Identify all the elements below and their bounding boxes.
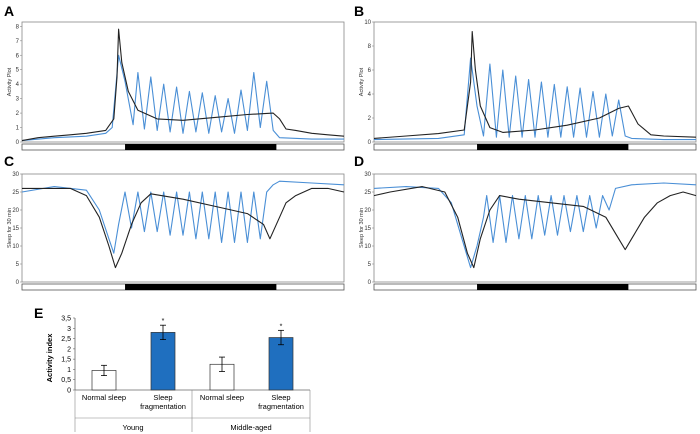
panel-e-category-label: fragmentation	[258, 402, 304, 411]
panel-e-category-label: Normal sleep	[82, 393, 126, 402]
panel-e-category-label: Normal sleep	[200, 393, 244, 402]
panel-a-ytick-label: 8	[16, 24, 20, 30]
panel-d-yticks: 0 5 10 15 20 25 30	[364, 172, 374, 286]
panel-label-e: E	[34, 305, 43, 321]
panel-a-frame	[21, 21, 345, 143]
panel-b-series-blue	[373, 57, 696, 141]
panel-d-ytick-label: 30	[364, 172, 371, 178]
panel-d-ytick-label: 20	[364, 208, 371, 214]
panel-b-ytick-label: 2	[368, 116, 372, 122]
panel-a-ytick-label: 4	[16, 82, 20, 88]
panel-e-chart: Activity index 00,511,522,533,5 ** Norma…	[45, 316, 311, 432]
panel-e-bars: **	[91, 318, 294, 391]
panel-label-b: B	[354, 3, 364, 19]
panel-c-ytick-label: 30	[12, 172, 19, 178]
panel-b-dark-period	[477, 144, 629, 150]
panel-d-ytick-label: 15	[364, 226, 371, 232]
panel-a-series	[21, 28, 345, 142]
panel-e-category-label: Sleep	[153, 393, 172, 402]
panel-b-series	[373, 31, 697, 141]
panel-d-dark-period	[477, 284, 629, 290]
panel-e-ytick-label: 0	[67, 388, 71, 395]
panel-c-dark-period	[125, 284, 277, 290]
panel-b-frame	[373, 21, 697, 143]
panel-a-yticks: 0 1 2 3 4 5 6 7 8	[16, 24, 22, 146]
panel-e-ytick-label: 2	[67, 346, 71, 353]
panel-e-category-label: Sleep	[271, 393, 290, 402]
panel-e-yticks: 0 0,5 1 1,5 2 2,5 3 3,5	[61, 316, 75, 395]
panel-c-ylabel: Sleep for 30 min	[7, 208, 13, 248]
panel-a-ytick-label: 2	[16, 111, 20, 117]
panel-e-significance-marker: *	[162, 318, 165, 325]
panel-c-series	[21, 180, 345, 269]
panel-a-series-blue	[21, 54, 344, 142]
panel-d-series-black	[373, 186, 697, 269]
panel-e-ytick-label: 0,5	[61, 377, 71, 384]
panel-a-ytick-label: 6	[16, 53, 20, 59]
panel-b-series-black	[373, 31, 697, 139]
panel-c-ytick-label: 15	[12, 226, 19, 232]
panel-a-ytick-label: 5	[16, 68, 20, 74]
panel-a-dark-period	[125, 144, 277, 150]
panel-e-ylabel: Activity index	[45, 333, 54, 383]
panel-d-ytick-label: 5	[368, 262, 372, 268]
panel-a-ytick-label: 0	[16, 140, 20, 146]
panel-d-series	[373, 182, 697, 269]
panel-e-ytick-label: 1	[67, 367, 71, 374]
panel-c-frame	[21, 173, 345, 283]
panel-b-ylabel: Activity Plot	[359, 67, 365, 96]
panel-label-a: A	[4, 3, 14, 19]
panel-c-ytick-label: 25	[12, 190, 19, 196]
panel-b-ytick-label: 8	[368, 44, 372, 50]
panel-c-ytick-label: 5	[16, 262, 20, 268]
panel-e-ytick-label: 2,5	[61, 336, 71, 343]
panel-c-ytick-label: 0	[16, 280, 20, 286]
panel-a-ytick-label: 3	[16, 97, 20, 103]
panel-e-category-label: fragmentation	[140, 402, 186, 411]
panel-c-series-blue	[21, 180, 345, 254]
panel-b-ytick-label: 0	[368, 140, 372, 146]
panel-e-bar	[268, 337, 294, 391]
panel-c-series-black	[22, 187, 345, 269]
panel-e-significance-marker: *	[280, 323, 283, 330]
panel-e-bar	[150, 332, 176, 391]
panel-e-ytick-label: 1,5	[61, 357, 71, 364]
panel-b-yticks: 0 2 4 6 8 10	[364, 20, 374, 146]
panel-label-c: C	[4, 153, 14, 169]
panel-b-chart: Activity Plot 0 2 4 6 8 10	[359, 20, 697, 151]
panel-e-group-young: Young	[123, 423, 144, 432]
panel-d-ytick-label: 25	[364, 190, 371, 196]
panel-b-ytick-label: 10	[364, 20, 371, 26]
panel-a-ytick-label: 7	[16, 39, 20, 45]
panel-c-chart: Sleep for 30 min 0 5 10 15 20 25 30	[7, 172, 345, 291]
panel-a-ytick-label: 1	[16, 126, 20, 132]
panel-a-chart: Activity Plot 0 1 2 3 4 5 6 7 8	[7, 21, 345, 151]
panel-c-ytick-label: 20	[12, 208, 19, 214]
panel-d-ytick-label: 10	[364, 244, 371, 250]
panel-c-yticks: 0 5 10 15 20 25 30	[12, 172, 22, 286]
panel-e-ytick-label: 3	[67, 326, 71, 333]
panel-e-ytick-label: 3,5	[61, 316, 71, 323]
panel-label-d: D	[354, 153, 364, 169]
panel-a-series-black	[21, 28, 345, 142]
panel-d-chart: Sleep for 30 min 0 5 10 15 20 25 30	[359, 172, 697, 291]
panel-d-ytick-label: 0	[368, 280, 372, 286]
panel-d-frame	[373, 173, 697, 283]
panel-e-group-middle-aged: Middle-aged	[230, 423, 271, 432]
panel-a-ylabel: Activity Plot	[7, 67, 13, 96]
panel-c-ytick-label: 10	[12, 244, 19, 250]
panel-b-ytick-label: 6	[368, 68, 372, 74]
panel-d-ylabel: Sleep for 30 min	[359, 208, 365, 248]
panel-b-ytick-label: 4	[368, 92, 372, 98]
